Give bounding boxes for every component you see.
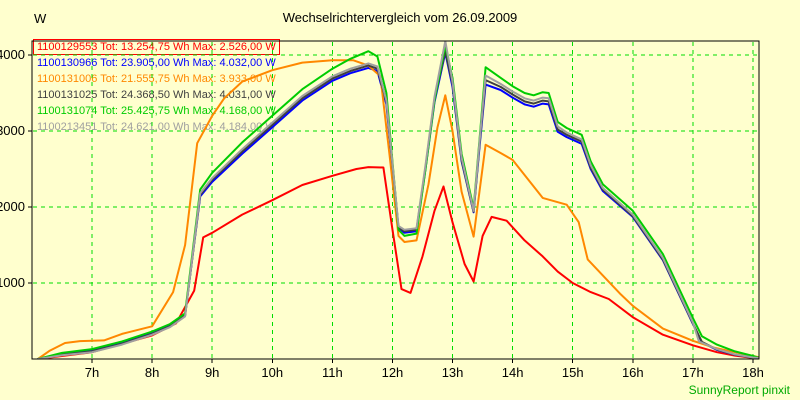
chart-title: Wechselrichtervergleich vom 26.09.2009	[282, 10, 518, 25]
x-tick-label: 12h	[382, 365, 404, 380]
series-line-1100129553	[36, 166, 759, 359]
y-tick-label: 3000	[0, 123, 25, 138]
x-tick-label: 16h	[622, 365, 644, 380]
y-tick-label: 4000	[0, 47, 25, 62]
legend-row-2[interactable]: 1100131006 Tot: 21.555,75 Wh Max: 3.933,…	[37, 73, 276, 85]
legend: 1100129553 Tot: 13.254,75 Wh Max: 2.526,…	[33, 39, 280, 135]
legend-row-1[interactable]: 1100130966 Tot: 23.905,00 Wh Max: 4.032,…	[37, 57, 276, 69]
x-tick-label: 10h	[261, 365, 283, 380]
y-axis-unit-label: W	[34, 11, 47, 26]
x-tick-label: 13h	[442, 365, 464, 380]
legend-row-3[interactable]: 1100131025 Tot: 24.368,50 Wh Max: 4.031,…	[37, 89, 276, 101]
watermark: SunnyReport pinxit	[688, 383, 790, 397]
x-tick-label: 14h	[502, 365, 524, 380]
x-tick-label: 9h	[205, 365, 219, 380]
x-tick-label: 18h	[742, 365, 764, 380]
legend-row-4[interactable]: 1100131074 Tot: 25.425,75 Wh Max: 4.168,…	[37, 105, 276, 117]
x-tick-label: 8h	[145, 365, 159, 380]
x-tick-label: 15h	[562, 365, 584, 380]
x-tick-label: 7h	[85, 365, 99, 380]
y-tick-label: 1000	[0, 275, 25, 290]
legend-row-5[interactable]: 1100213451 Tot: 24.621,00 Wh Max: 4.184,…	[37, 121, 276, 133]
y-tick-label: 2000	[0, 199, 25, 214]
legend-row-0[interactable]: 1100129553 Tot: 13.254,75 Wh Max: 2.526,…	[33, 39, 280, 55]
x-tick-label: 17h	[682, 365, 704, 380]
x-tick-label: 11h	[322, 365, 343, 380]
